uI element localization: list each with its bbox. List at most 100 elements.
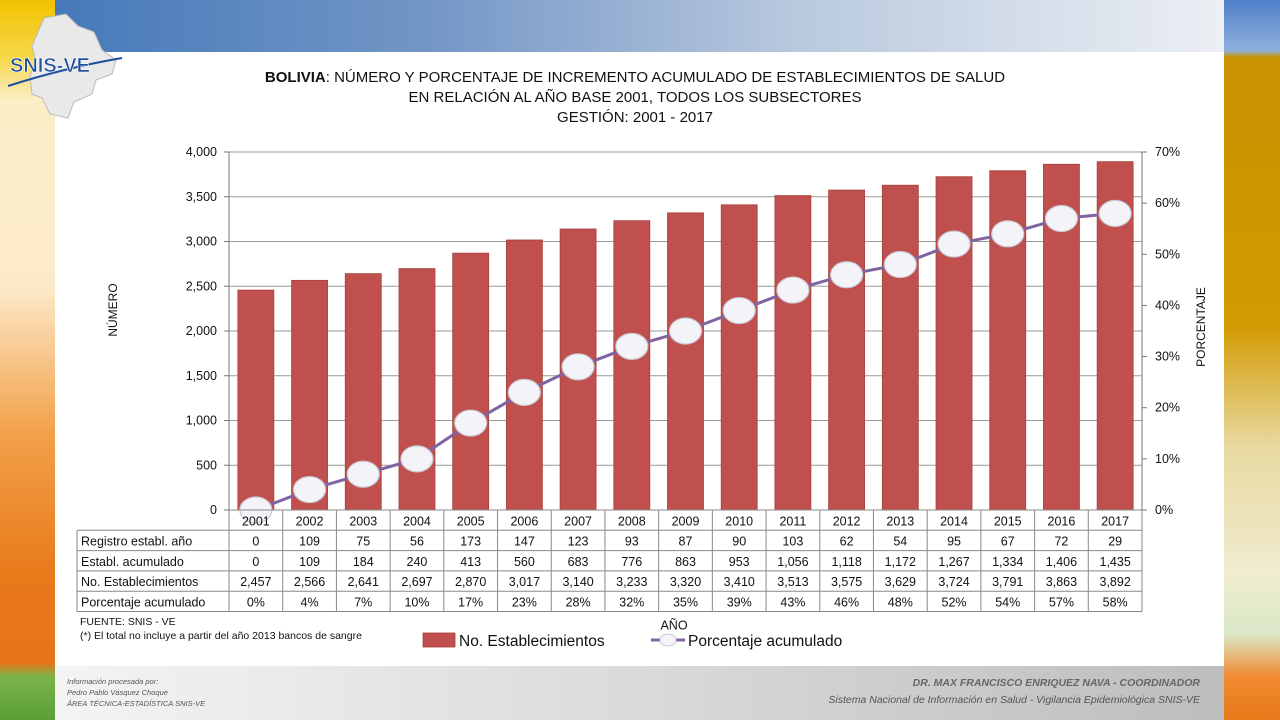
table-cell: 23% (512, 596, 537, 610)
table-cell: 0% (247, 596, 265, 610)
percentage-marker (883, 250, 917, 279)
footer-institution: DR. MAX FRANCISCO ENRIQUEZ NAVA - COORDI… (640, 675, 1200, 709)
y2-tick-label: 70% (1155, 145, 1180, 159)
y-tick-label: 1,000 (186, 414, 217, 428)
table-row-label: Porcentaje acumulado (81, 596, 205, 610)
table-cell: 4% (301, 596, 319, 610)
y-axis-title: NÚMERO (105, 283, 120, 336)
legend-label-bars: No. Establecimientos (459, 633, 605, 650)
bar (881, 184, 919, 511)
table-cell: 3,513 (777, 575, 808, 589)
table-year-cell: 2003 (349, 514, 377, 528)
source-line: FUENTE: SNIS - VE (80, 616, 176, 628)
table-cell: 109 (299, 535, 320, 549)
bar (613, 220, 651, 511)
bar (237, 289, 275, 511)
table-cell: 2,697 (401, 575, 432, 589)
percentage-marker (668, 317, 703, 345)
left-decor-strip (0, 0, 55, 720)
bar (828, 189, 866, 511)
percentage-marker (346, 460, 380, 488)
y-tick-label: 4,000 (186, 145, 217, 159)
logo-text: SNIS-VE (10, 55, 90, 77)
table-cell: 123 (568, 535, 589, 549)
bar (667, 212, 704, 511)
footer-credit-3: ÁREA TÉCNICA-ESTADÍSTICA SNIS-VE (67, 699, 206, 708)
table-cell: 3,892 (1100, 575, 1131, 589)
table-cell: 87 (679, 535, 693, 549)
table-cell: 173 (460, 535, 481, 549)
table-year-cell: 2010 (725, 514, 753, 528)
table-cell: 560 (514, 555, 535, 569)
y-tick-label: 2,500 (186, 279, 217, 293)
table-year-cell: 2017 (1101, 514, 1129, 528)
table-year-cell: 2014 (940, 514, 968, 528)
table-cell: 62 (840, 535, 854, 549)
table-cell: 72 (1054, 535, 1068, 549)
legend-label-line: Porcentaje acumulado (688, 633, 842, 650)
title-line1: : NÚMERO Y PORCENTAJE DE INCREMENTO ACUM… (325, 69, 1006, 86)
bar (398, 268, 436, 511)
table-year-cell: 2016 (1048, 514, 1076, 528)
table-cell: 1,118 (831, 555, 861, 569)
x-axis-title: AÑO (660, 619, 687, 633)
table-cell: 109 (299, 555, 320, 569)
table-cell: 10% (404, 596, 429, 610)
header-band (0, 0, 1225, 52)
y-tick-label: 3,000 (186, 235, 217, 249)
table-cell: 2,457 (240, 575, 271, 589)
y2-tick-label: 60% (1155, 196, 1180, 210)
title-country: BOLIVIA (264, 69, 326, 86)
percentage-marker (722, 296, 756, 325)
table-cell: 863 (675, 555, 696, 569)
table-cell: 35% (673, 596, 698, 610)
percentage-marker (830, 261, 864, 289)
footer-credit-1: Información procesada por: (67, 677, 159, 686)
table-cell: 1,267 (938, 555, 969, 569)
table-cell: 3,863 (1046, 575, 1077, 589)
table-year-cell: 2009 (672, 514, 700, 528)
table-year-cell: 2006 (510, 514, 538, 528)
table-year-cell: 2004 (403, 514, 431, 528)
table-cell: 48% (888, 596, 913, 610)
table-cell: 67 (1001, 535, 1015, 549)
y-tick-label: 0 (210, 503, 217, 517)
source-footnote: (*) El total no incluye a partir del año… (80, 630, 362, 642)
table-cell: 1,172 (885, 555, 916, 569)
right-decor-strip (1224, 0, 1280, 720)
footer-credit-2: Pedro Pablo Vásquez Choque (67, 688, 168, 697)
table-cell: 3,233 (616, 575, 647, 589)
percentage-marker (1098, 199, 1132, 227)
y-tick-label: 500 (196, 458, 217, 472)
table-year-cell: 2005 (457, 514, 485, 528)
percentage-marker (1044, 204, 1079, 233)
bar (452, 252, 490, 511)
table-cell: 54 (893, 535, 907, 549)
table-cell: 2,870 (455, 575, 486, 589)
table-cell: 3,629 (885, 575, 916, 589)
table-cell: 147 (514, 535, 535, 549)
table-cell: 17% (458, 596, 483, 610)
bar (505, 239, 543, 511)
y2-tick-label: 50% (1155, 247, 1180, 261)
table-cell: 953 (729, 555, 750, 569)
y2-tick-label: 20% (1155, 401, 1180, 415)
percentage-marker (400, 445, 434, 473)
table-cell: 52% (942, 596, 967, 610)
y2-tick-label: 40% (1155, 298, 1180, 312)
table-cell: 57% (1049, 596, 1074, 610)
table-year-cell: 2007 (564, 514, 592, 528)
table-cell: 413 (460, 555, 481, 569)
table-cell: 103 (782, 535, 803, 549)
footer-system-name: Sistema Nacional de Información en Salud… (828, 694, 1200, 706)
table-year-cell: 2002 (296, 514, 324, 528)
table-row-label: Registro establ. año (81, 535, 192, 549)
table-cell: 46% (834, 596, 859, 610)
table-cell: 3,724 (938, 575, 969, 589)
table-cell: 3,017 (509, 575, 540, 589)
table-cell: 43% (780, 596, 805, 610)
table-cell: 776 (621, 555, 642, 569)
percentage-marker (292, 475, 327, 504)
table-cell: 28% (566, 596, 591, 610)
percentage-marker (776, 276, 810, 304)
